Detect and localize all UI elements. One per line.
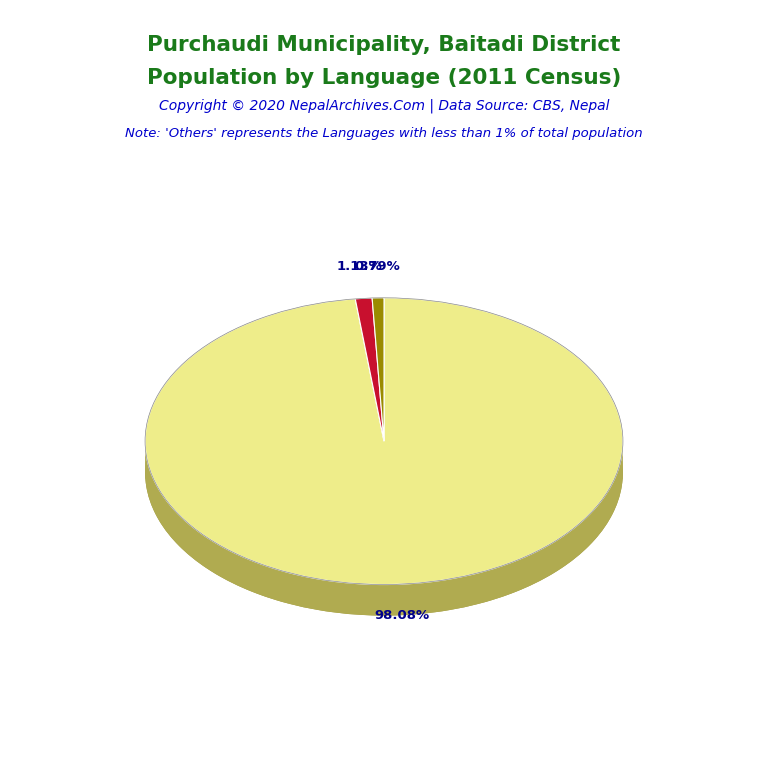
Text: Population by Language (2011 Census): Population by Language (2011 Census) — [147, 68, 621, 88]
Text: 0.79%: 0.79% — [354, 260, 399, 273]
Polygon shape — [356, 298, 384, 441]
Text: Purchaudi Municipality, Baitadi District: Purchaudi Municipality, Baitadi District — [147, 35, 621, 55]
Text: 1.13%: 1.13% — [336, 260, 382, 273]
Polygon shape — [384, 441, 623, 479]
Polygon shape — [145, 448, 623, 615]
Text: Copyright © 2020 NepalArchives.Com | Data Source: CBS, Nepal: Copyright © 2020 NepalArchives.Com | Dat… — [159, 98, 609, 113]
Polygon shape — [145, 298, 623, 584]
Text: 98.08%: 98.08% — [374, 609, 429, 622]
Ellipse shape — [145, 329, 623, 616]
Polygon shape — [372, 298, 384, 441]
Text: Note: 'Others' represents the Languages with less than 1% of total population: Note: 'Others' represents the Languages … — [125, 127, 643, 140]
Polygon shape — [145, 441, 384, 478]
